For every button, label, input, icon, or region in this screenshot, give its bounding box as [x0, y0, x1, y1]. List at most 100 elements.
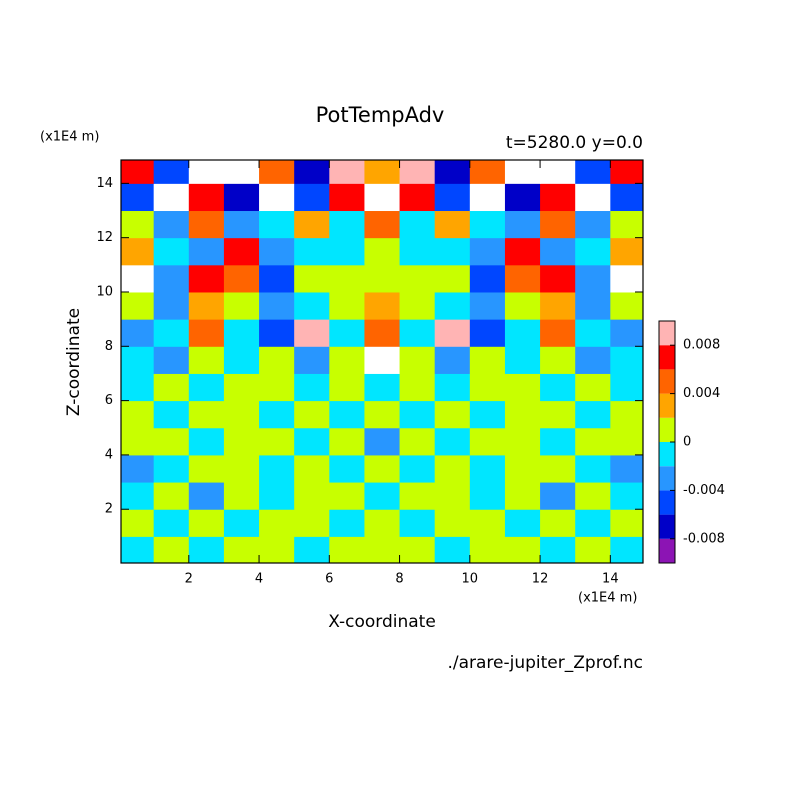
- contour-cell: [540, 400, 576, 429]
- contour-cell: [504, 319, 541, 347]
- contour-cell: [121, 509, 155, 537]
- contour-cell: [329, 427, 365, 456]
- contour-cell: [540, 427, 576, 456]
- contour-cell: [610, 400, 643, 429]
- contour-cell: [575, 427, 611, 456]
- contour-cell: [329, 264, 365, 293]
- contour-cell: [610, 210, 643, 239]
- x-tick-label: 14: [602, 572, 619, 587]
- contour-cell: [504, 291, 541, 320]
- contour-cell: [188, 373, 225, 402]
- contour-cell: [364, 237, 401, 266]
- contour-cell: [575, 160, 611, 184]
- contour-cell: [399, 291, 436, 320]
- contour-cell: [399, 482, 436, 510]
- contour-cell: [504, 454, 541, 483]
- contour-cell: [540, 264, 576, 293]
- contour-cell: [188, 237, 225, 266]
- contour-cell: [504, 237, 541, 266]
- contour-cell: [121, 373, 155, 402]
- contour-cell: [610, 319, 643, 347]
- contour-cell: [223, 210, 260, 239]
- contour-cell: [469, 536, 506, 563]
- contour-cell: [329, 160, 365, 184]
- contour-cell: [364, 319, 401, 347]
- contour-cell: [259, 160, 295, 184]
- contour-cell: [121, 346, 155, 374]
- contour-cell: [504, 400, 541, 429]
- contour-cell: [504, 509, 541, 537]
- contour-cell: [434, 454, 471, 483]
- contour-cell: [329, 536, 365, 563]
- contour-cell: [329, 291, 365, 320]
- contour-cell: [610, 482, 643, 510]
- contour-cell: [294, 210, 330, 239]
- contour-cell: [399, 319, 436, 347]
- colorbar-swatch: [659, 442, 675, 467]
- contour-cell: [540, 346, 576, 374]
- contour-cell: [223, 291, 260, 320]
- contour-cell: [259, 210, 295, 239]
- contour-cell: [329, 454, 365, 483]
- contour-cell: [223, 237, 260, 266]
- contour-cell: [153, 264, 190, 293]
- contour-cell: [364, 454, 401, 483]
- y-tick-label: 12: [96, 230, 113, 245]
- contour-cell: [434, 210, 471, 239]
- contour-cell: [153, 509, 190, 537]
- contour-cell: [399, 509, 436, 537]
- contour-cell: [294, 509, 330, 537]
- contour-cell: [469, 454, 506, 483]
- contour-cell: [188, 427, 225, 456]
- contour-cell: [259, 427, 295, 456]
- contour-cell: [434, 373, 471, 402]
- x-tick-label: 6: [325, 572, 333, 587]
- contour-cell: [153, 210, 190, 239]
- contour-cell: [188, 210, 225, 239]
- contour-cell: [188, 264, 225, 293]
- contour-cell: [223, 373, 260, 402]
- contour-cell: [294, 319, 330, 347]
- x-tick-label: 8: [395, 572, 403, 587]
- contour-cell: [399, 373, 436, 402]
- contour-cell: [259, 454, 295, 483]
- contour-cell: [540, 454, 576, 483]
- contour-cell: [434, 427, 471, 456]
- contour-cell: [259, 183, 295, 212]
- contour-cell: [540, 183, 576, 212]
- contour-cell: [469, 264, 506, 293]
- contour-cell: [399, 400, 436, 429]
- contour-cell: [504, 160, 541, 184]
- contour-cell: [153, 400, 190, 429]
- x-tick-label: 4: [255, 572, 263, 587]
- contour-cell: [329, 210, 365, 239]
- contour-cell: [434, 536, 471, 563]
- contour-cell: [575, 237, 611, 266]
- contour-cell: [434, 400, 471, 429]
- contour-cell: [223, 454, 260, 483]
- contour-cell: [434, 291, 471, 320]
- contour-cell: [469, 427, 506, 456]
- contour-cell: [294, 183, 330, 212]
- contour-cell: [399, 346, 436, 374]
- contour-cell: [364, 400, 401, 429]
- contour-cell: [399, 454, 436, 483]
- contour-cell: [223, 346, 260, 374]
- contour-cell: [153, 536, 190, 563]
- contour-cell: [575, 536, 611, 563]
- y-axis-label: Z-coordinate: [64, 308, 84, 416]
- contour-cell: [504, 264, 541, 293]
- contour-cell: [504, 210, 541, 239]
- contour-cell: [575, 482, 611, 510]
- contour-cell: [364, 482, 401, 510]
- contour-cell: [434, 264, 471, 293]
- contour-cell: [153, 346, 190, 374]
- contour-cell: [223, 400, 260, 429]
- y-tick-label: 8: [105, 339, 113, 354]
- contour-cell: [364, 427, 401, 456]
- contour-cell: [153, 291, 190, 320]
- contour-cell: [153, 319, 190, 347]
- contour-cell: [121, 291, 155, 320]
- contour-cell: [294, 160, 330, 184]
- contour-cell: [223, 482, 260, 510]
